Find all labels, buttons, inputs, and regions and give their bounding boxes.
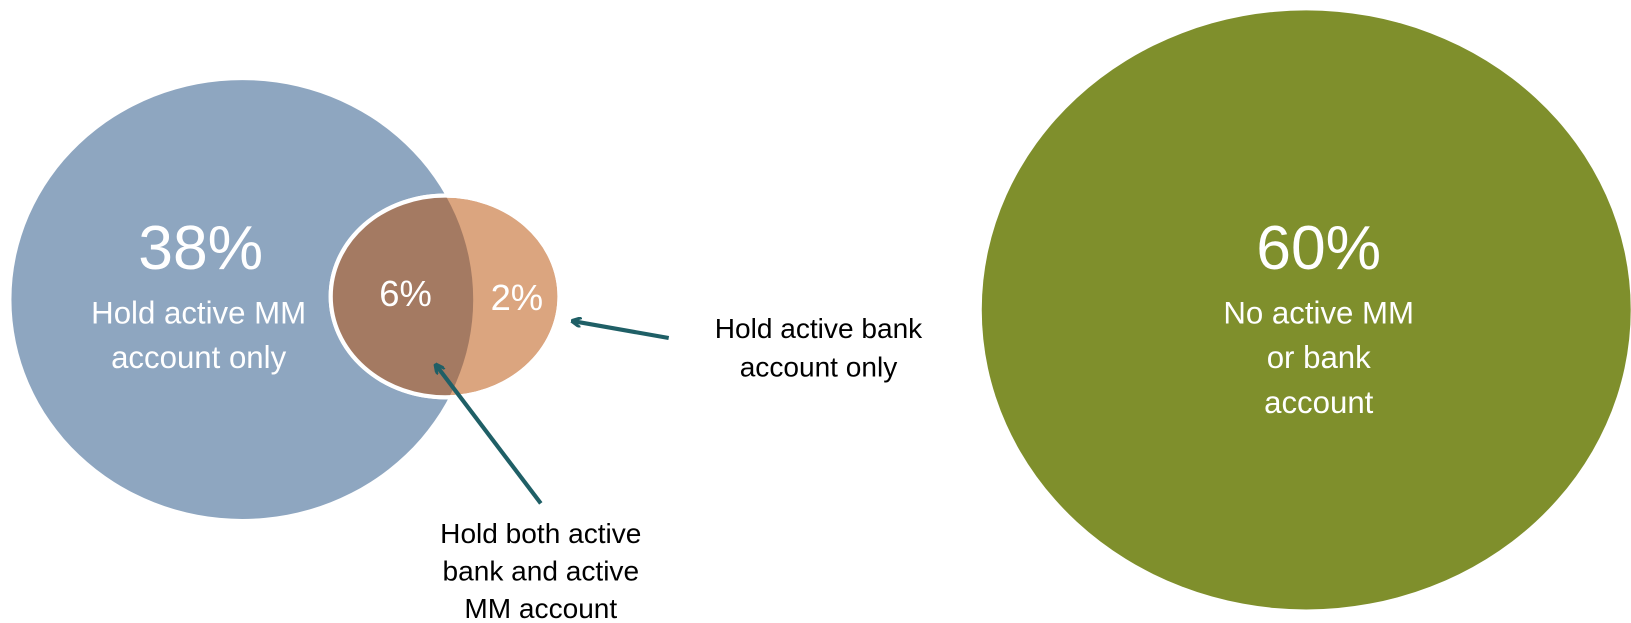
diagram-body: 38% Hold active MM account only 6% 2% 60… (11, 10, 1631, 623)
callout-label: Hold both active (440, 518, 641, 549)
none-circle (981, 10, 1631, 610)
percent: 6% (379, 273, 432, 314)
percent: 38% (138, 214, 263, 283)
label: account only (111, 340, 287, 375)
bank-circle-outline (328, 193, 562, 400)
callout-label: bank and active (443, 555, 640, 586)
mm-only-circle (11, 80, 474, 519)
arrow (574, 321, 670, 341)
label: No active MM (1223, 295, 1414, 330)
percent: 2% (491, 277, 544, 318)
label: or bank (1267, 340, 1371, 375)
label: account (1264, 385, 1374, 420)
label: Hold active MM (91, 295, 306, 330)
arrow (437, 366, 543, 505)
callout-label: account only (740, 352, 898, 383)
callout-label: Hold active bank (715, 313, 923, 344)
percent: 60% (1256, 214, 1381, 283)
callout-label: MM account (464, 593, 617, 623)
